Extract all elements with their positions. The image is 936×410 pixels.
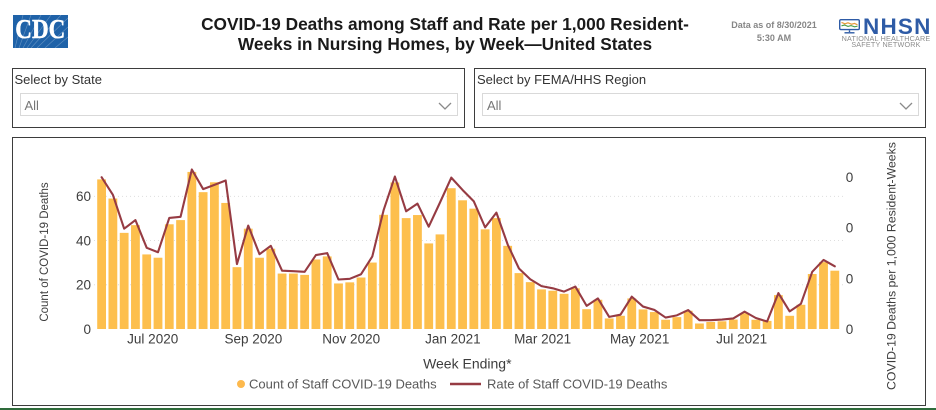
svg-text:May 2021: May 2021 (610, 332, 669, 347)
svg-text:0: 0 (846, 322, 854, 337)
svg-text:Jan 2021: Jan 2021 (425, 332, 481, 347)
svg-text:Jul 2021: Jul 2021 (716, 332, 767, 347)
svg-text:Jul 2020: Jul 2020 (127, 332, 178, 347)
svg-text:20: 20 (76, 278, 91, 293)
svg-text:60: 60 (76, 189, 91, 204)
svg-text:Rate of Staff COVID-19 Deaths: Rate of Staff COVID-19 Deaths (487, 377, 668, 392)
svg-text:Nov 2020: Nov 2020 (322, 332, 380, 347)
svg-text:0: 0 (846, 220, 854, 235)
svg-text:0: 0 (83, 322, 91, 337)
svg-text:Count of COVID-19 Deaths: Count of COVID-19 Deaths (39, 182, 51, 322)
svg-text:Sep 2020: Sep 2020 (224, 332, 282, 347)
svg-text:COVID-19 Deaths per 1,000 Resi: COVID-19 Deaths per 1,000 Resident-Weeks (885, 142, 899, 390)
svg-text:Count of Staff COVID-19 Deaths: Count of Staff COVID-19 Deaths (249, 377, 437, 392)
svg-text:Mar 2021: Mar 2021 (514, 332, 571, 347)
svg-text:40: 40 (76, 233, 91, 248)
svg-text:0: 0 (846, 271, 854, 286)
svg-text:CDC: CDC (15, 15, 65, 44)
svg-text:0: 0 (846, 170, 854, 185)
svg-text:Week Ending*: Week Ending* (423, 356, 512, 372)
